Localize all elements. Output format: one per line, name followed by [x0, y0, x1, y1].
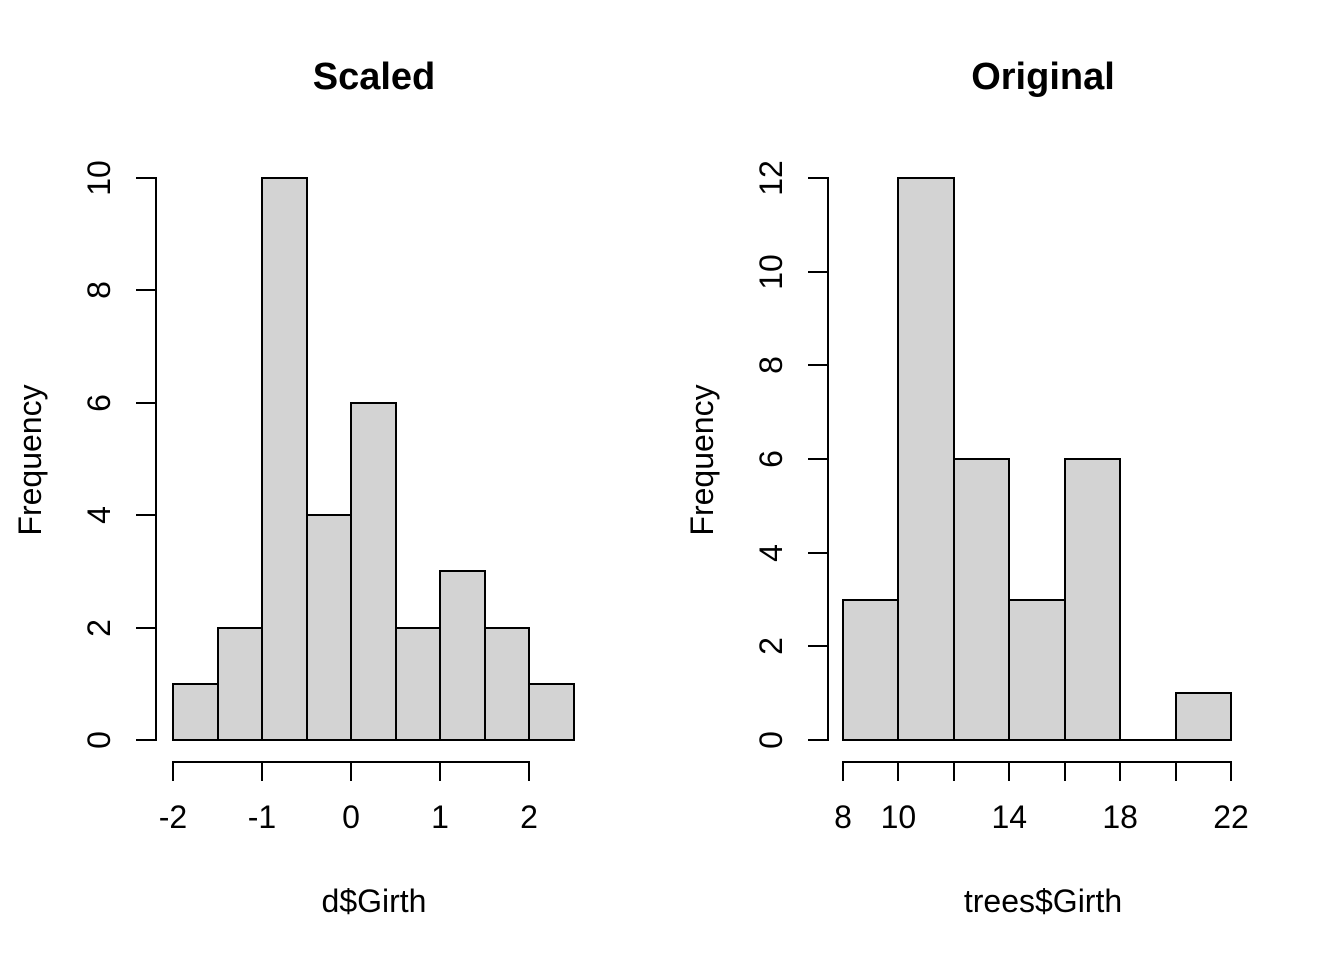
histogram-bar [305, 514, 352, 741]
x-tick-label: 10 [880, 799, 917, 835]
y-tick [808, 364, 828, 367]
x-tick [897, 761, 900, 781]
histogram-bar-zero [1119, 739, 1177, 741]
x-tick-label: 14 [991, 799, 1028, 835]
y-tick-label: 12 [753, 160, 789, 196]
x-tick [1174, 761, 1177, 781]
x-tick [842, 761, 844, 781]
x-axis-label-scaled: d$Girth [321, 883, 427, 919]
x-tick-label: -1 [247, 799, 277, 835]
y-axis-label-original: Frequency [684, 384, 720, 536]
y-axis [827, 177, 829, 741]
y-tick [136, 626, 156, 629]
x-tick [528, 761, 530, 781]
x-axis-label-original: trees$Girth [963, 883, 1123, 919]
histogram-bar [842, 598, 900, 741]
x-tick-label: -2 [158, 799, 188, 835]
y-tick [136, 739, 156, 741]
x-tick [172, 761, 174, 781]
chart-title-scaled: Scaled [312, 56, 436, 98]
y-tick [808, 551, 828, 554]
x-tick-label: 22 [1213, 799, 1249, 835]
histogram-bar [216, 626, 263, 741]
x-tick-label: 8 [834, 799, 852, 835]
y-axis-label-scaled: Frequency [12, 384, 48, 536]
y-tick-label: 8 [81, 281, 117, 300]
y-tick [808, 458, 828, 460]
x-tick-label: 18 [1102, 799, 1138, 835]
y-tick-label: 2 [81, 618, 117, 637]
x-tick [1008, 761, 1011, 781]
histogram-bar [952, 458, 1011, 741]
y-tick [808, 177, 828, 179]
y-tick [808, 645, 828, 648]
x-tick [1063, 761, 1066, 781]
histogram-bar [439, 570, 486, 741]
x-tick [261, 761, 263, 781]
x-tick [952, 761, 955, 781]
x-axis [842, 761, 1232, 763]
y-tick-label: 0 [81, 731, 117, 749]
histogram-bar [1063, 458, 1122, 741]
y-tick-label: 10 [81, 160, 117, 196]
histogram-bar [1008, 598, 1066, 741]
x-tick [1230, 761, 1232, 781]
histogram-bar [897, 177, 955, 741]
y-tick-label: 4 [81, 506, 117, 525]
y-tick-label: 4 [753, 543, 789, 562]
y-tick-label: 0 [753, 731, 789, 749]
x-tick [439, 761, 441, 781]
histogram-bar [350, 401, 397, 741]
y-tick-label: 6 [81, 393, 117, 412]
y-tick-label: 2 [753, 637, 789, 656]
y-axis [155, 177, 157, 741]
y-tick-label: 8 [753, 356, 789, 375]
y-tick [136, 514, 156, 517]
x-tick-label: 2 [520, 799, 538, 835]
y-tick [808, 270, 828, 273]
y-tick [136, 177, 156, 179]
x-tick [350, 761, 352, 781]
y-tick-label: 10 [753, 253, 789, 290]
y-tick [136, 289, 156, 292]
histogram-bar [1174, 692, 1232, 741]
histogram-bar [394, 626, 441, 741]
histogram-bar [172, 682, 219, 741]
y-tick-label: 6 [753, 450, 789, 468]
histogram-bar [528, 682, 575, 741]
chart-title-original: Original [971, 56, 1115, 98]
histogram-bar [483, 626, 530, 741]
y-tick [808, 739, 828, 741]
x-tick-label: 0 [342, 799, 360, 835]
histogram-bar [261, 177, 308, 741]
y-tick [136, 401, 156, 404]
x-tick [1119, 761, 1122, 781]
x-tick-label: 1 [431, 799, 449, 835]
